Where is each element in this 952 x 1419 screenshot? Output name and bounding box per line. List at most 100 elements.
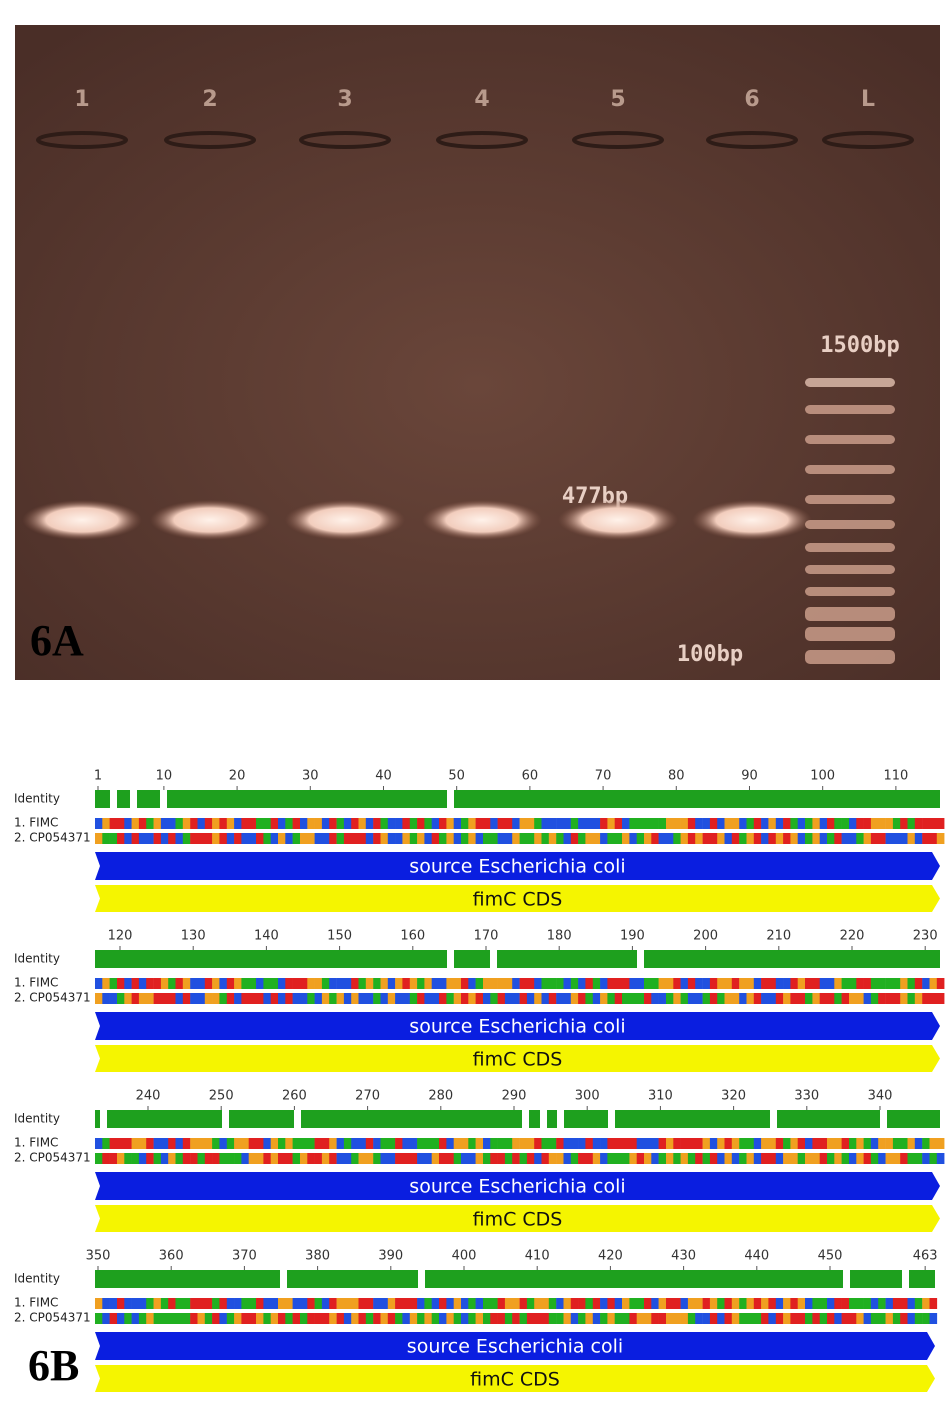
base <box>724 978 733 989</box>
base <box>936 993 945 1004</box>
lane-label: 3 <box>337 87 352 112</box>
base <box>746 1153 755 1164</box>
base <box>834 1313 842 1324</box>
base <box>336 1313 345 1324</box>
base <box>314 1298 323 1309</box>
base <box>131 1153 140 1164</box>
base <box>805 1153 813 1164</box>
lane-label: 6 <box>744 87 759 112</box>
base <box>380 1153 389 1164</box>
base <box>212 1153 220 1164</box>
base <box>263 818 272 829</box>
base <box>153 993 162 1004</box>
ladder-band <box>805 465 895 474</box>
identity-bar <box>95 1110 940 1128</box>
base <box>761 1153 769 1164</box>
base <box>321 1313 330 1324</box>
base <box>395 1313 403 1324</box>
base <box>775 1298 784 1309</box>
base <box>380 1298 389 1309</box>
ruler-label: 340 <box>868 1089 893 1104</box>
band <box>150 500 270 540</box>
base <box>680 1138 689 1149</box>
base <box>768 1138 777 1149</box>
base <box>226 1298 235 1309</box>
base <box>373 1138 381 1149</box>
base <box>644 833 652 844</box>
base <box>892 1138 901 1149</box>
ruler-label: 463 <box>913 1249 938 1264</box>
base <box>592 833 601 844</box>
base <box>819 1313 828 1324</box>
base <box>819 833 828 844</box>
base <box>929 1298 938 1309</box>
base <box>146 993 154 1004</box>
base <box>234 993 242 1004</box>
base <box>556 978 564 989</box>
base <box>204 833 213 844</box>
base <box>417 1138 425 1149</box>
ruler-label: 360 <box>159 1249 184 1264</box>
base <box>578 1138 586 1149</box>
base <box>446 978 455 989</box>
ladder-band <box>805 565 895 574</box>
base <box>783 818 791 829</box>
base <box>731 1153 740 1164</box>
base <box>424 833 433 844</box>
base <box>512 978 520 989</box>
base <box>219 1298 228 1309</box>
base <box>746 1298 755 1309</box>
base <box>592 818 601 829</box>
source-feature <box>95 852 940 880</box>
base <box>695 978 703 989</box>
sequence-row <box>95 978 945 989</box>
base <box>204 1298 213 1309</box>
base <box>336 833 345 844</box>
base <box>424 818 433 829</box>
base <box>870 1298 879 1309</box>
base <box>687 993 696 1004</box>
base <box>929 1153 938 1164</box>
base <box>834 1138 842 1149</box>
base <box>914 818 923 829</box>
base <box>197 1298 206 1309</box>
base <box>497 833 506 844</box>
base <box>439 1298 447 1309</box>
base <box>841 818 850 829</box>
base <box>138 1138 147 1149</box>
base <box>658 978 667 989</box>
base <box>658 818 667 829</box>
base <box>190 1153 198 1164</box>
base <box>695 1313 703 1324</box>
base <box>878 1153 886 1164</box>
base <box>424 1138 433 1149</box>
base <box>446 1138 455 1149</box>
base <box>783 1298 791 1309</box>
base <box>739 978 747 989</box>
identity-label: Identity <box>14 1272 60 1286</box>
base <box>797 1153 806 1164</box>
base <box>614 1153 623 1164</box>
base <box>761 1313 769 1324</box>
base <box>614 978 623 989</box>
base <box>329 1298 337 1309</box>
base <box>746 833 755 844</box>
row-label: 2. CP054371 <box>14 991 91 1005</box>
base <box>783 1138 791 1149</box>
base <box>490 833 498 844</box>
base <box>417 1298 425 1309</box>
base <box>300 1153 308 1164</box>
base <box>578 978 586 989</box>
identity-gap <box>160 790 167 808</box>
base <box>687 1298 696 1309</box>
base <box>395 993 403 1004</box>
base <box>138 1153 147 1164</box>
base <box>168 818 176 829</box>
base <box>153 1298 162 1309</box>
base <box>563 1298 572 1309</box>
base <box>190 1298 198 1309</box>
base <box>431 1138 440 1149</box>
base <box>197 993 206 1004</box>
base <box>373 1313 381 1324</box>
base <box>109 978 118 989</box>
